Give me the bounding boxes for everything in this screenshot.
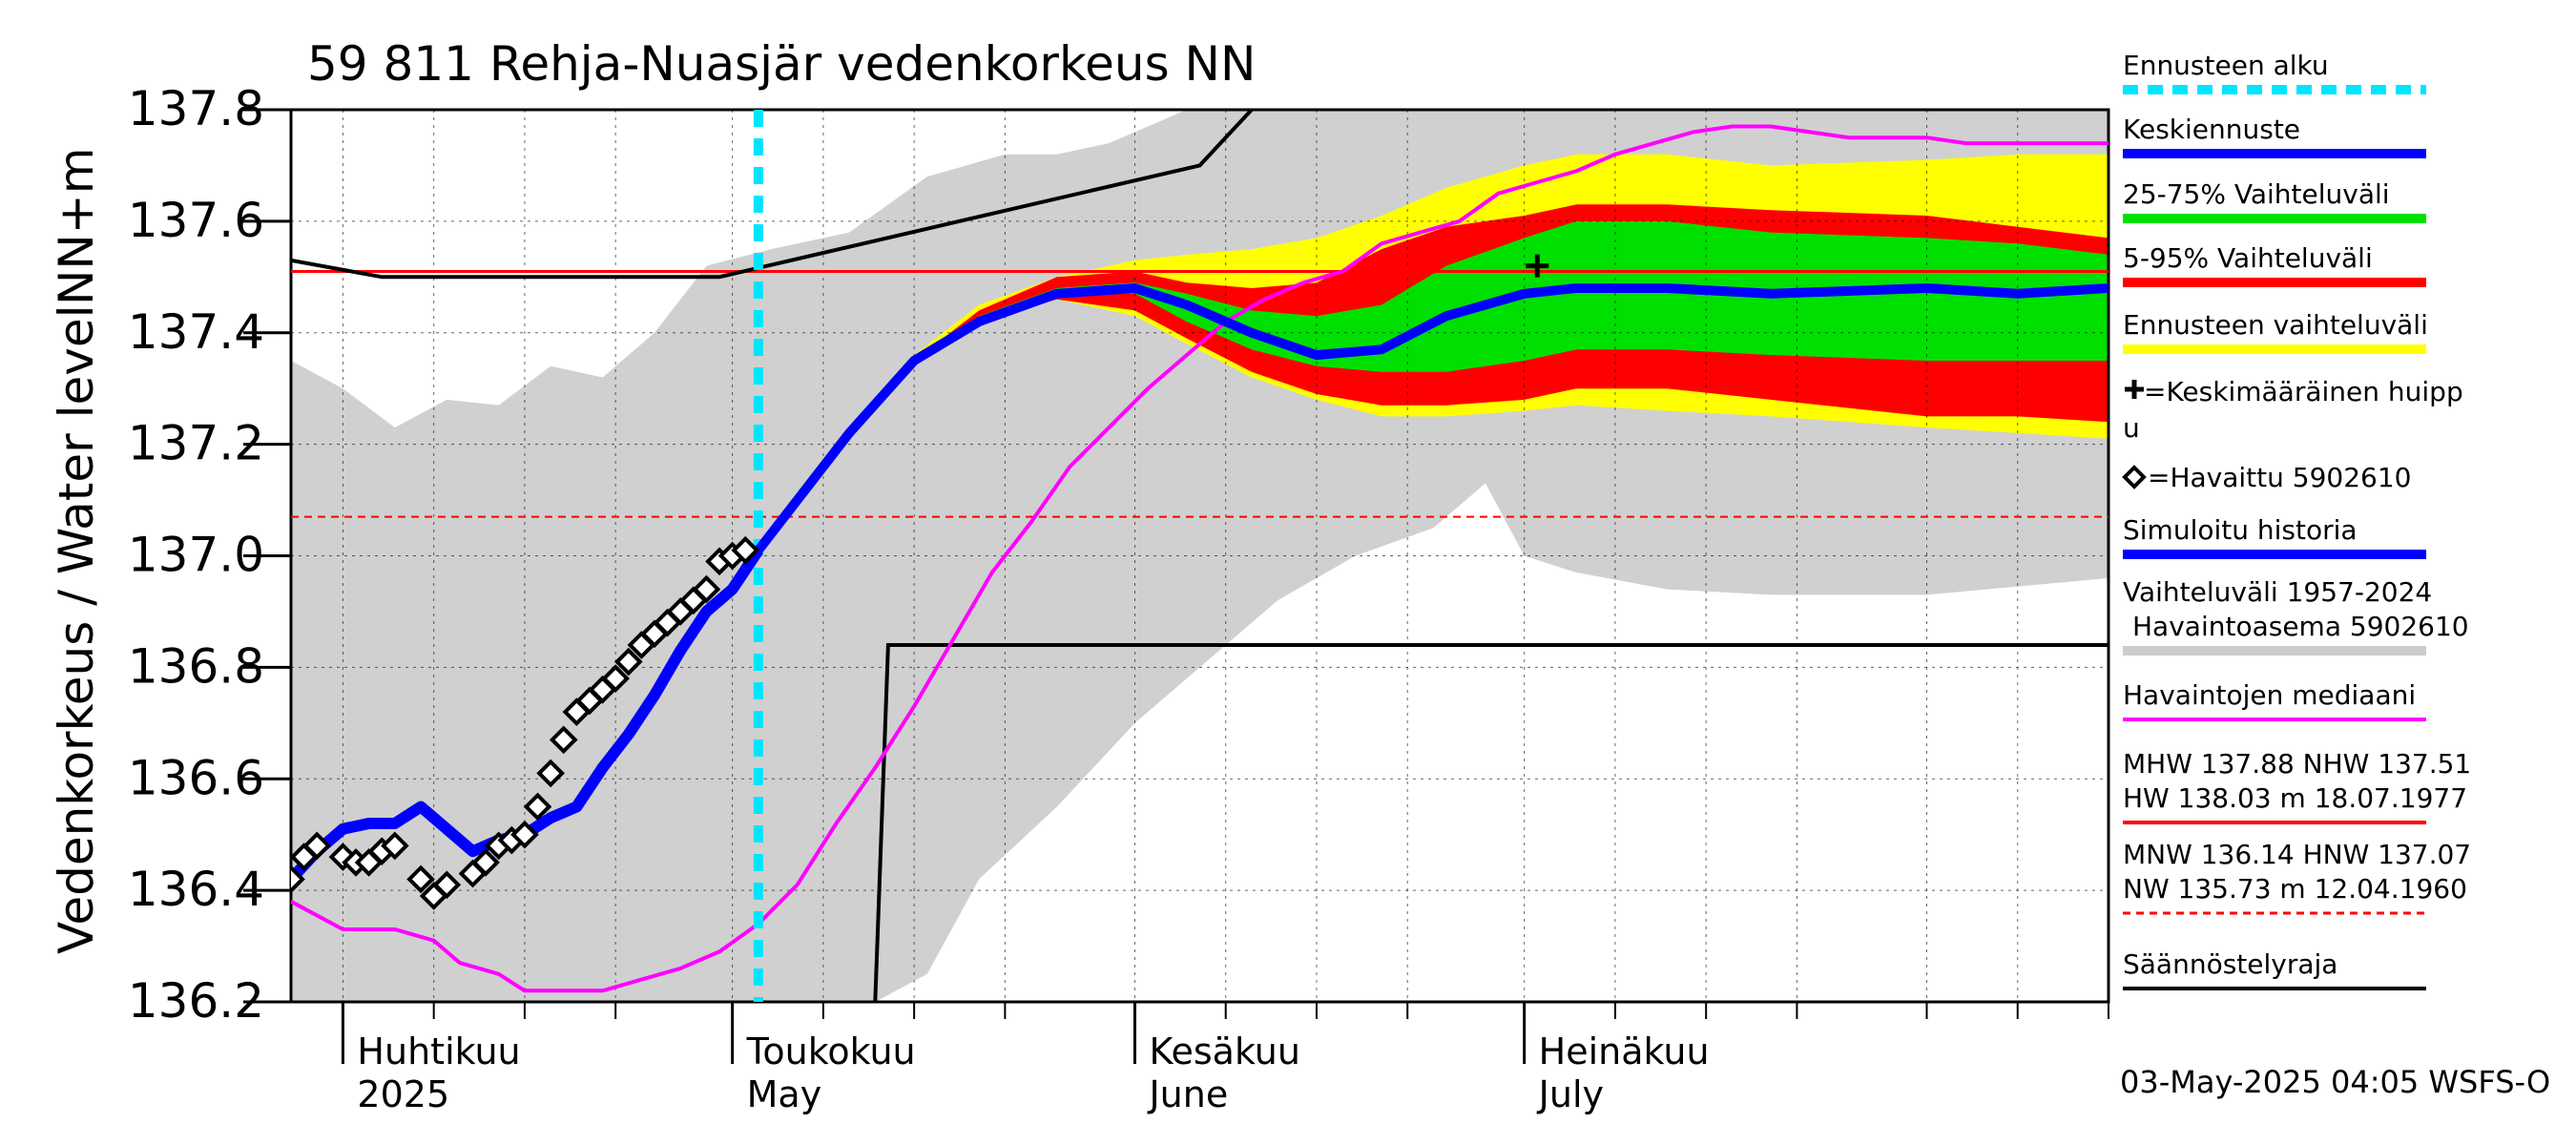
- legend-label: MHW 137.88 NHW 137.51: [2123, 748, 2471, 780]
- legend-label: =Keskimääräinen huipp: [2144, 376, 2463, 407]
- chart-title: 59 811 Rehja-Nuasjär vedenkorkeus NN: [307, 36, 1256, 92]
- observed-point: [536, 759, 565, 788]
- y-tick-label: 136.8: [128, 638, 264, 694]
- legend-label-line2: HW 138.03 m 18.07.1977: [2123, 782, 2467, 814]
- observed-point: [381, 831, 409, 861]
- x-month-sublabel: 2025: [357, 1073, 449, 1115]
- legend-label: 5-95% Vaihteluväli: [2123, 242, 2373, 274]
- legend-label: Ennusteen alku: [2123, 50, 2329, 81]
- y-tick-label: 136.2: [128, 973, 264, 1029]
- legend-label: Vaihteluväli 1957-2024: [2123, 576, 2432, 608]
- legend-label-line2: NW 135.73 m 12.04.1960: [2123, 873, 2467, 905]
- legend-label-wrap: u: [2123, 412, 2140, 444]
- regulation-limit-upper: [291, 110, 1254, 280]
- observed-point: [432, 870, 462, 900]
- observed-point: [731, 535, 760, 565]
- legend-label: Säännöstelyraja: [2123, 948, 2337, 980]
- range-25-75-band: [758, 220, 2109, 551]
- legend-label: =Havaittu 5902610: [2148, 462, 2412, 493]
- timestamp: 03-May-2025 04:05 WSFS-O: [2120, 1064, 2550, 1100]
- y-tick-label: 137.0: [128, 528, 264, 583]
- legend-label: Havaintojen mediaani: [2123, 679, 2416, 711]
- y-tick-label: 136.6: [128, 750, 264, 805]
- y-tick-label: 137.6: [128, 193, 264, 248]
- y-axis-unit-label: NN+m: [49, 148, 104, 305]
- legend-plus-icon: [2125, 380, 2144, 399]
- observed-point: [549, 725, 578, 755]
- observed-point: [471, 848, 500, 877]
- legend-label: Ennusteen vaihteluväli: [2123, 309, 2428, 341]
- legend-label: Keskiennuste: [2123, 114, 2300, 145]
- x-month-label: Huhtikuu: [357, 1030, 520, 1072]
- x-month-label: Heinäkuu: [1539, 1030, 1710, 1072]
- observed-point: [692, 574, 721, 604]
- legend: Ennusteen alku Keskiennuste 25-75% Vaihtel…: [2122, 50, 2471, 990]
- x-month-sublabel: May: [747, 1073, 822, 1115]
- observed-point: [601, 664, 631, 693]
- observed-point: [291, 864, 305, 894]
- x-month-sublabel: July: [1537, 1073, 1604, 1115]
- observed-point: [613, 647, 643, 677]
- observed-point: [406, 864, 435, 894]
- x-month-label: Toukokuu: [746, 1030, 916, 1072]
- mean-forecast-line: [754, 283, 2109, 553]
- y-tick-label: 137.2: [128, 416, 264, 471]
- legend-label-line2: Havaintoasema 5902610: [2132, 611, 2469, 642]
- observed-point: [510, 820, 539, 849]
- y-axis-label: Vedenkorkeus / Water level: [49, 305, 104, 955]
- observed-point: [523, 792, 552, 822]
- y-tick-label: 137.8: [128, 81, 264, 136]
- observed-point: [302, 831, 332, 861]
- y-tick-label: 136.4: [128, 862, 264, 917]
- mean-peak-marker: [1526, 254, 1549, 278]
- legend-label: 25-75% Vaihteluväli: [2123, 178, 2390, 210]
- y-tick-label: 137.4: [128, 304, 264, 360]
- legend-diamond-icon: [2122, 465, 2147, 489]
- x-month-label: Kesäkuu: [1149, 1030, 1300, 1072]
- x-month-sublabel: June: [1147, 1073, 1228, 1115]
- legend-label: Simuloitu historia: [2123, 514, 2358, 546]
- median-observed-line: [291, 124, 2109, 993]
- legend-label: MNW 136.14 HNW 137.07: [2123, 839, 2471, 870]
- regulation-limit-lower: [873, 643, 2109, 1002]
